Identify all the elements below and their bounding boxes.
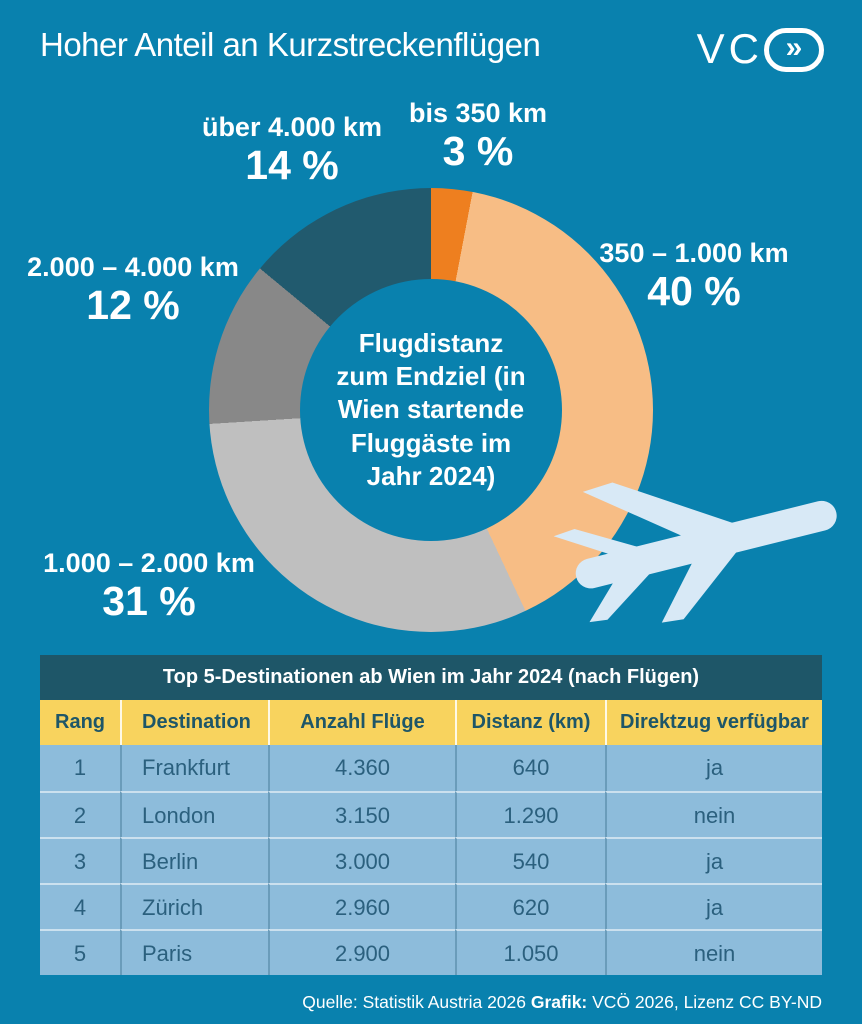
table-cell: 1 [73,755,87,780]
slice-value-text: 3 % [442,128,514,175]
table-cell: ja [605,745,822,791]
slice-label-text: bis 350 km [408,98,548,128]
slice-value-text: 31 % [102,578,196,625]
column-header: Direktzug verfügbar [605,700,822,745]
table-cell: 2 [40,791,120,837]
table-cell: 4 [40,883,120,929]
table-cell: 1.290 [455,791,605,837]
slice-label: 2.000 – 4.000 km 12 % [27,252,239,328]
column-header: Destination [120,700,268,745]
table-cell: 2.960 [268,883,455,929]
credit-label: Grafik: [530,992,588,1012]
table-row: 3 Berlin 3.000 540 ja [40,837,822,883]
table-header-row: Rang Destination Anzahl Flüge Distanz (km) D… [40,700,822,745]
table-cell: 620 [455,883,605,929]
chevron-right-icon: » [785,30,803,64]
table-cell: 4.360 [268,745,455,791]
table-row: 2 London 3.150 1.290 nein [40,791,822,837]
table-cell: Frankfurt [120,745,268,791]
table-cell: 5 [40,929,120,975]
vco-logo-letters: VC [696,25,763,72]
table-cell: ja [605,883,822,929]
vco-logo: VC » [697,26,824,72]
slice-value-text: 12 % [86,282,180,329]
donut-chart: Flugdistanz zum Endziel (in Wien starten… [209,188,653,632]
table-row: 1 Frankfurt 4.360 640 ja [40,745,822,791]
table-cell: 640 [455,745,605,791]
source-credit: Quelle: Statistik Austria 2026 Grafik: V… [302,992,822,1013]
table-cell: Zürich [120,883,268,929]
table-cell: ja [605,837,822,883]
slice-label-text: 350 – 1.000 km [599,238,789,268]
slice-label: 1.000 – 2.000 km 31 % [43,548,255,624]
slice-value-text: 14 % [245,142,339,189]
donut-hole: Flugdistanz zum Endziel (in Wien starten… [300,279,562,541]
airplane-icon [553,482,837,623]
column-header: Anzahl Flüge [268,700,455,745]
page-title: Hoher Anteil an Kurzstreckenflügen [40,26,541,63]
slice-value-text: 40 % [647,268,741,315]
table-cell: 2.900 [268,929,455,975]
vco-logo-chevron-badge: » [764,28,824,72]
table-title: Top 5-Destinationen ab Wien im Jahr 2024… [40,655,822,700]
table-cell: nein [605,929,822,975]
slice-label: 350 – 1.000 km 40 % [599,238,788,314]
slice-label-text: 2.000 – 4.000 km [27,252,239,282]
table-row: 4 Zürich 2.960 620 ja [40,883,822,929]
table-cell: Paris [120,929,268,975]
column-header: Distanz (km) [455,700,605,745]
slice-label-text: über 4.000 km [201,112,383,142]
table-cell: nein [605,791,822,837]
table-cell: 3.000 [268,837,455,883]
destinations-table: Top 5-Destinationen ab Wien im Jahr 2024… [40,655,822,975]
table-cell: Berlin [120,837,268,883]
slice-label: über 4.000 km 14 % [202,112,382,188]
column-header: Rang [55,711,105,733]
table-cell: 1.050 [455,929,605,975]
table-cell: London [120,791,268,837]
table-cell: 3 [40,837,120,883]
donut-center-label: Flugdistanz zum Endziel (in Wien starten… [336,327,526,491]
table-row: 5 Paris 2.900 1.050 nein [40,929,822,975]
table-body: 1 Frankfurt 4.360 640 ja 2 London 3.150 1.290 nei… [40,745,822,975]
table-cell: 540 [455,837,605,883]
source-text: Quelle: Statistik Austria 2026 [302,992,531,1012]
slice-label: bis 350 km 3 % [409,98,547,174]
table-cell: 3.150 [268,791,455,837]
credit-text: VCÖ 2026, Lizenz CC BY-ND [587,992,822,1012]
slice-label-text: 1.000 – 2.000 km [43,548,255,578]
